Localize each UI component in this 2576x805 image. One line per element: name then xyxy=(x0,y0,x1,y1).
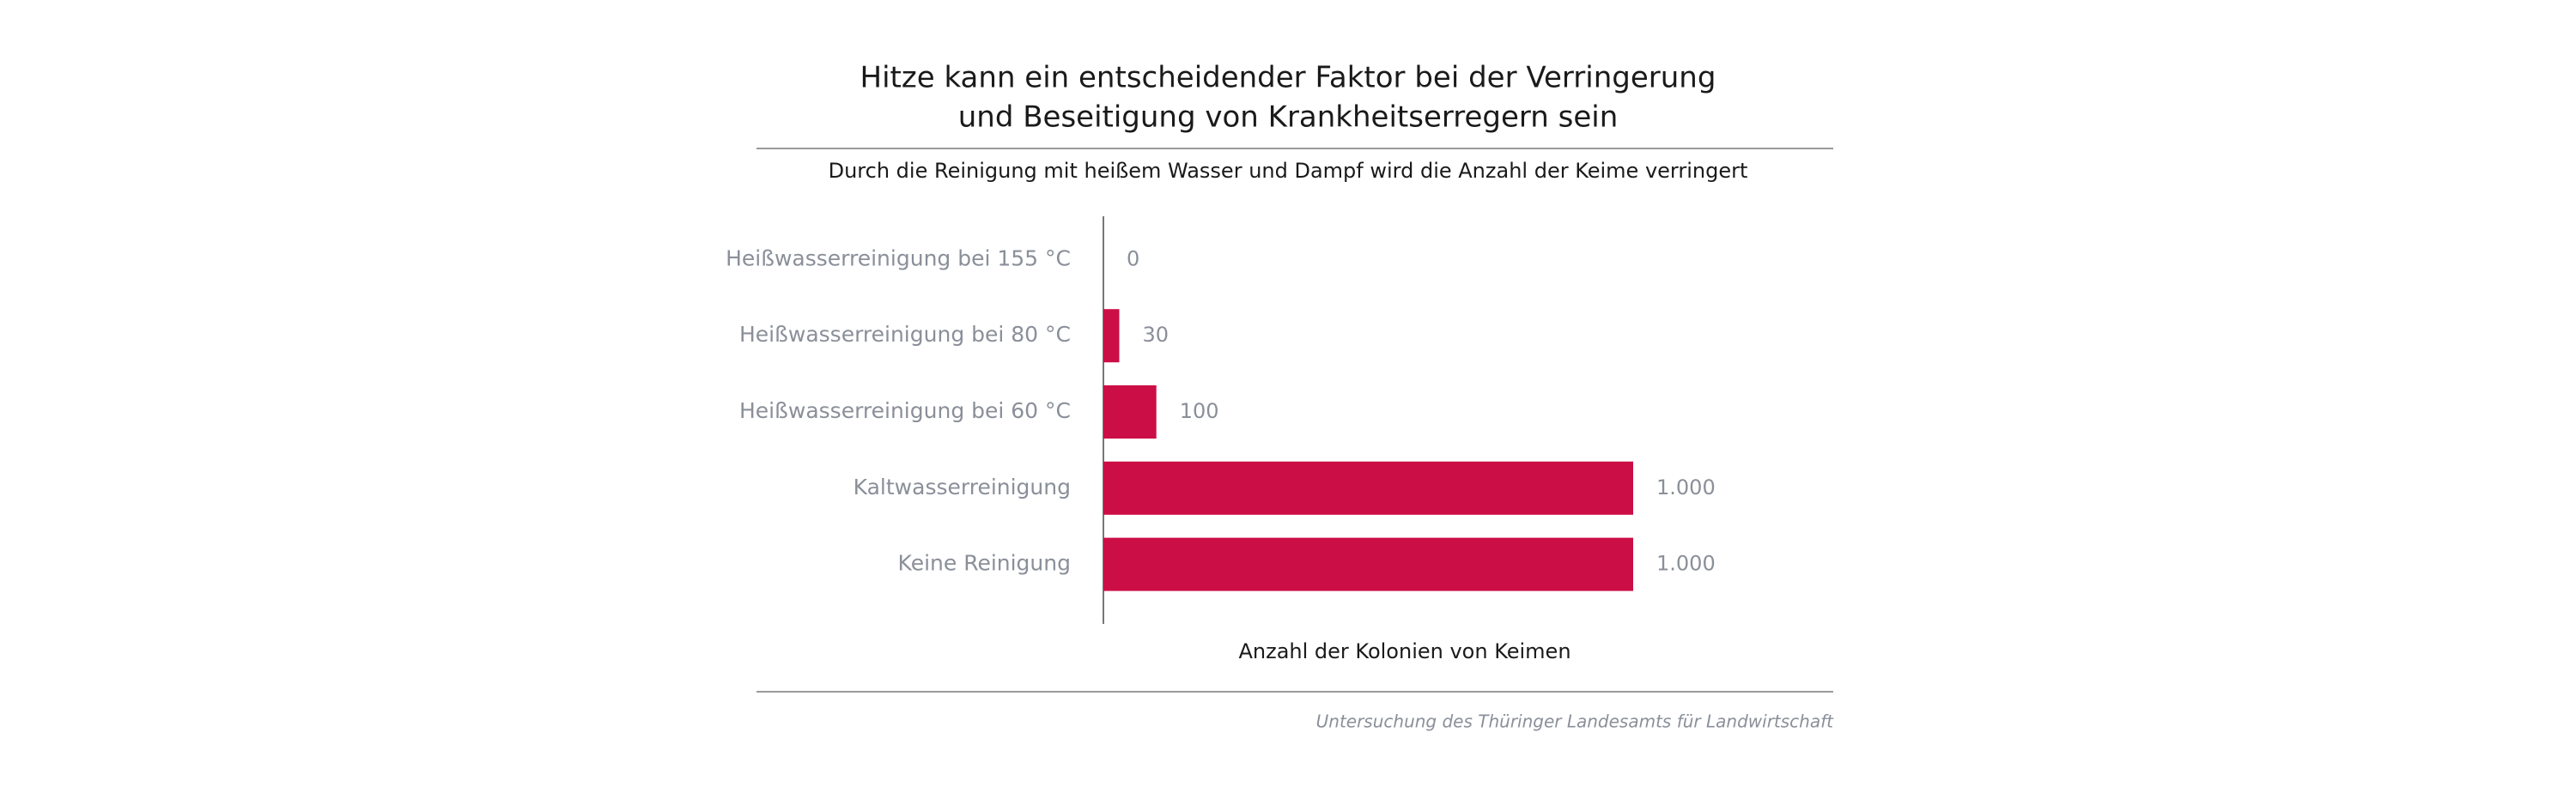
value-label: 1.000 xyxy=(1656,552,1716,576)
category-label: Kaltwasserreinigung xyxy=(854,475,1071,499)
bar xyxy=(1103,385,1157,439)
x-axis-label: Anzahl der Kolonien von Keimen xyxy=(1238,639,1571,663)
category-label: Keine Reinigung xyxy=(898,551,1071,576)
bar xyxy=(1103,309,1120,363)
category-label: Heißwasserreinigung bei 155 °C xyxy=(726,245,1071,270)
category-label: Heißwasserreinigung bei 80 °C xyxy=(739,322,1071,347)
chart-title: und Beseitigung von Krankheitserregern s… xyxy=(958,100,1619,135)
bar xyxy=(1103,461,1633,515)
value-label: 100 xyxy=(1180,399,1219,423)
source: Untersuchung des Thüringer Landesamts fü… xyxy=(1316,711,1835,732)
subtitle: Durch die Reinigung mit heißem Wasser un… xyxy=(829,159,1748,183)
value-label: 1.000 xyxy=(1656,475,1716,499)
value-label: 0 xyxy=(1127,246,1139,270)
chart-title: Hitze kann ein entscheidender Faktor bei… xyxy=(860,61,1716,95)
value-label: 30 xyxy=(1143,323,1170,347)
bar xyxy=(1103,537,1633,591)
category-label: Heißwasserreinigung bei 60 °C xyxy=(739,398,1071,423)
